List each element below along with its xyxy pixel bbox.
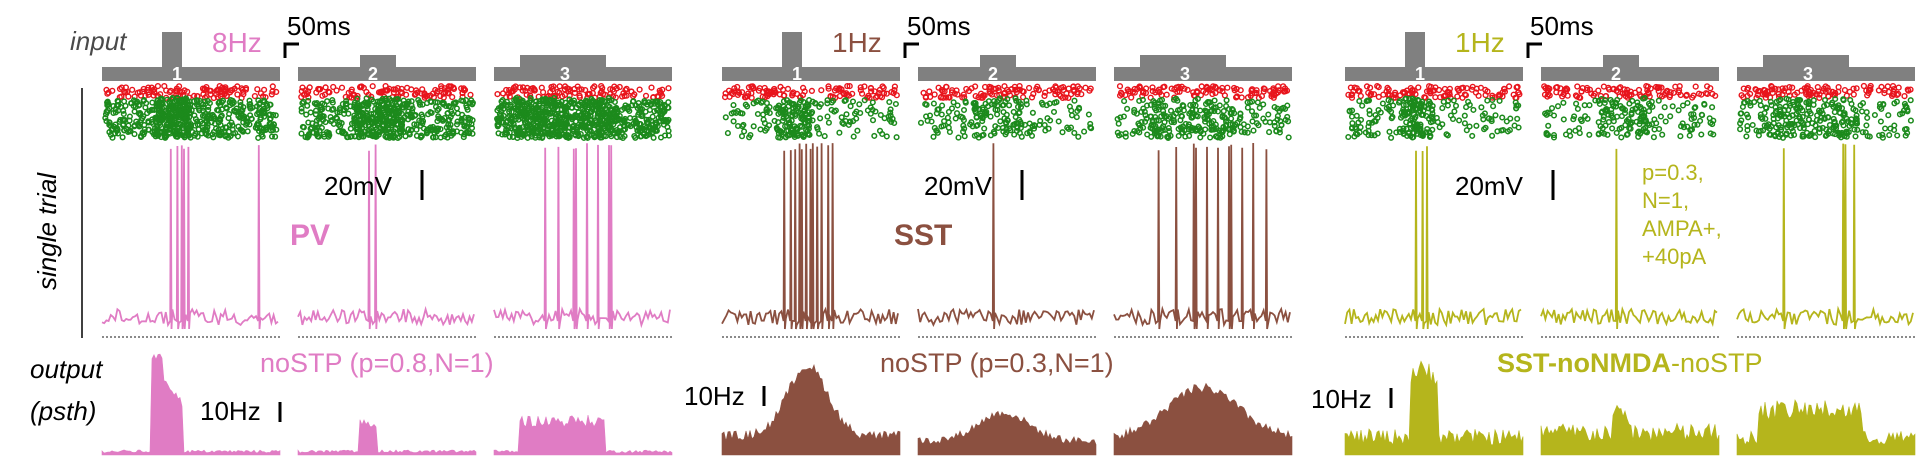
voltage-trace-2: [297, 144, 475, 330]
stimulus-number: 2: [1611, 64, 1621, 84]
time-scale-label: 50ms: [907, 11, 971, 41]
rate-scale-label: 10Hz: [200, 396, 261, 426]
stimulus-bar-1: 1: [722, 32, 900, 84]
frequency-label: 8Hz: [212, 27, 262, 58]
psth-3: [1113, 382, 1293, 456]
row-label-single-trial: single trial: [32, 172, 62, 290]
panel-sst: 1Hz 50ms 1 2 3 20mV SST noSTP (p=0.3,N=1) 10Hz: [684, 11, 1293, 456]
param-line: +40pA: [1642, 244, 1707, 269]
voltage-trace-2: [1540, 148, 1718, 330]
panel-sst-nonmda: 1Hz 50ms 1 2 3 20mV p=0.3, N=1, AMPA+, +40pA SST-n…: [1311, 11, 1916, 456]
voltage-trace-2: [917, 143, 1095, 330]
raster-2: [1541, 82, 1719, 141]
voltage-trace-3: [1113, 142, 1291, 330]
frequency-label: 1Hz: [832, 27, 882, 58]
psth-1: [101, 353, 281, 456]
stimulus-bar-1: 1: [1345, 32, 1523, 84]
stimulus-number: 3: [1803, 64, 1813, 84]
param-line: N=1,: [1642, 188, 1689, 213]
cell-type-label: SST: [894, 219, 952, 252]
time-scale-label: 50ms: [1530, 11, 1594, 41]
stimulus-bar-3: 3: [494, 55, 672, 84]
stimulus-number: 1: [1415, 64, 1425, 84]
voltage-trace-1: [101, 145, 279, 330]
param-line: AMPA+,: [1642, 216, 1722, 241]
voltage-trace-3: [1736, 143, 1914, 330]
raster-3: [494, 82, 672, 142]
stimulus-bar-2: 2: [1541, 55, 1719, 84]
stimulus-bar-3: 3: [1737, 55, 1915, 84]
raster-2: [917, 82, 1095, 141]
psth-2: [297, 419, 477, 456]
condition-label: SST-noNMDA-noSTP: [1497, 348, 1763, 378]
voltage-scale-label: 20mV: [324, 171, 393, 201]
psth-3: [1736, 399, 1916, 456]
raster-1: [721, 82, 900, 141]
condition-label-bold: SST-noNMDA: [1497, 348, 1671, 378]
time-scale-bar: [1526, 42, 1542, 58]
raster-2: [298, 82, 476, 142]
stimulus-number: 3: [560, 64, 570, 84]
stimulus-bar-1: 1: [102, 32, 280, 84]
time-scale-bar: [903, 42, 919, 58]
stimulus-number: 2: [368, 64, 378, 84]
row-label-psth: (psth): [30, 396, 96, 426]
psth-3: [493, 415, 673, 456]
stimulus-bar-2: 2: [918, 55, 1096, 84]
rate-scale-label: 10Hz: [1311, 384, 1372, 414]
time-scale-label: 50ms: [287, 11, 351, 41]
frequency-label: 1Hz: [1455, 27, 1505, 58]
psth-2: [917, 410, 1097, 456]
row-label-output: output: [30, 354, 104, 384]
raster-3: [1114, 83, 1292, 142]
cell-type-label: PV: [290, 219, 330, 252]
psth-2: [1540, 404, 1720, 456]
raster-3: [1737, 82, 1914, 141]
psth-1: [1344, 360, 1524, 456]
psth-1: [721, 364, 901, 456]
time-scale-bar: [283, 42, 299, 58]
raster-1: [1345, 82, 1523, 141]
condition-label-rest: -noSTP: [1671, 348, 1763, 378]
stimulus-bar-2: 2: [298, 55, 476, 84]
panel-pv: 8Hz 50ms 1 2 3 20mV PV noSTP (p=0.8,N=1) 10Hz: [101, 11, 673, 456]
voltage-trace-1: [1344, 146, 1522, 330]
voltage-trace-1: [721, 143, 899, 330]
row-label-input: input: [70, 26, 128, 56]
stimulus-bar-3: 3: [1114, 55, 1292, 84]
voltage-scale-label: 20mV: [924, 171, 993, 201]
stimulus-number: 1: [792, 64, 802, 84]
voltage-scale-label: 20mV: [1455, 171, 1524, 201]
param-line: p=0.3,: [1642, 160, 1704, 185]
stimulus-number: 1: [172, 64, 182, 84]
stimulus-number: 2: [988, 64, 998, 84]
stimulus-number: 3: [1180, 64, 1190, 84]
rate-scale-label: 10Hz: [684, 381, 745, 411]
condition-label: noSTP (p=0.8,N=1): [260, 348, 494, 378]
voltage-trace-3: [493, 143, 671, 330]
condition-label: noSTP (p=0.3,N=1): [880, 348, 1114, 378]
raster-1: [102, 82, 280, 141]
